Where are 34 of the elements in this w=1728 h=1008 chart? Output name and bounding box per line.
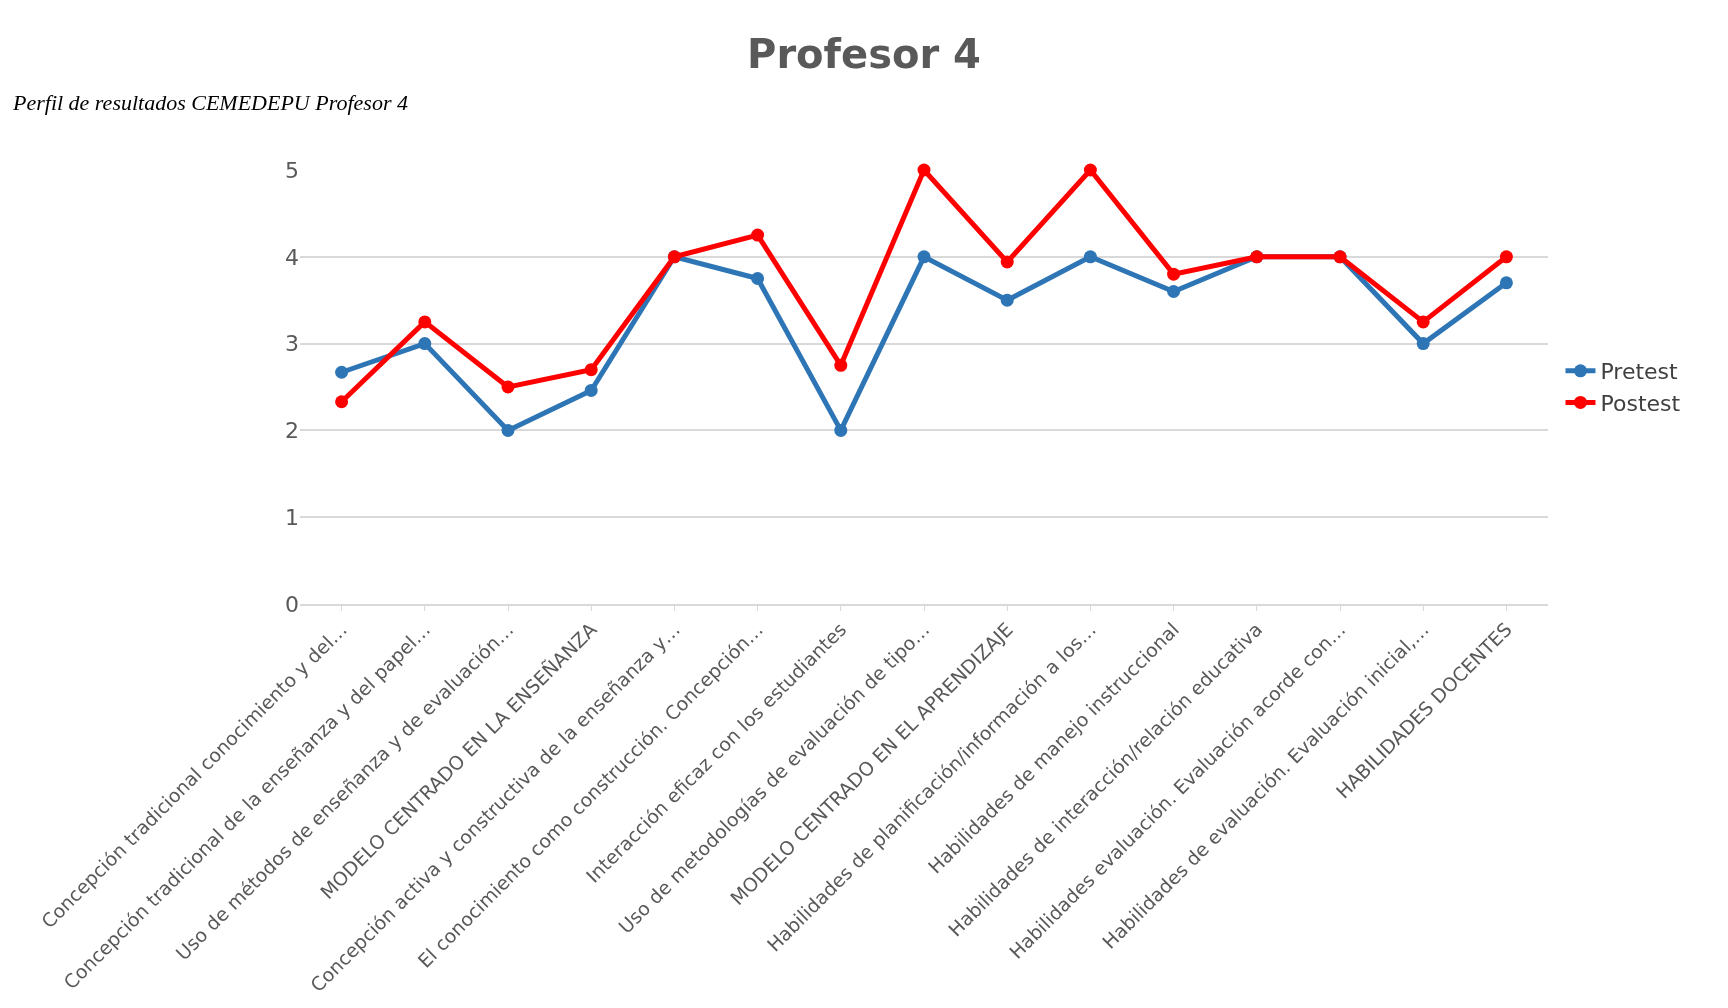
- legend-label: Postest: [1600, 390, 1681, 416]
- chart-title: Profesor 4: [747, 31, 981, 78]
- point: [834, 358, 848, 372]
- point: [418, 315, 432, 329]
- text: Perfil de resultados CEMEDEPU Profesor 4: [12, 90, 408, 115]
- y-tick-label: 2: [285, 418, 299, 444]
- point: [1167, 285, 1181, 299]
- point: [584, 363, 598, 377]
- point: [1000, 293, 1014, 307]
- y-tick-label: 3: [285, 331, 299, 357]
- point: [1499, 276, 1513, 290]
- point: [917, 250, 931, 264]
- point: [1416, 337, 1430, 351]
- y-tick-label: 0: [285, 591, 299, 617]
- y-tick-label: 1: [285, 504, 299, 530]
- point: [418, 337, 432, 351]
- y-tick-label: 5: [285, 157, 299, 183]
- point: [1167, 267, 1181, 281]
- point: [1083, 250, 1097, 264]
- point: [501, 380, 515, 394]
- point: [917, 163, 931, 177]
- point: [1416, 315, 1430, 329]
- point: [501, 423, 515, 437]
- point: [834, 423, 848, 437]
- point: [1083, 163, 1097, 177]
- point: [335, 395, 349, 409]
- point: [751, 272, 765, 285]
- point: [584, 383, 598, 397]
- y-tick-label: 4: [285, 244, 299, 270]
- point: [751, 228, 765, 242]
- point: [1499, 250, 1513, 264]
- point: [335, 365, 349, 379]
- legend-label: Pretest: [1600, 359, 1679, 385]
- point: [1000, 255, 1014, 269]
